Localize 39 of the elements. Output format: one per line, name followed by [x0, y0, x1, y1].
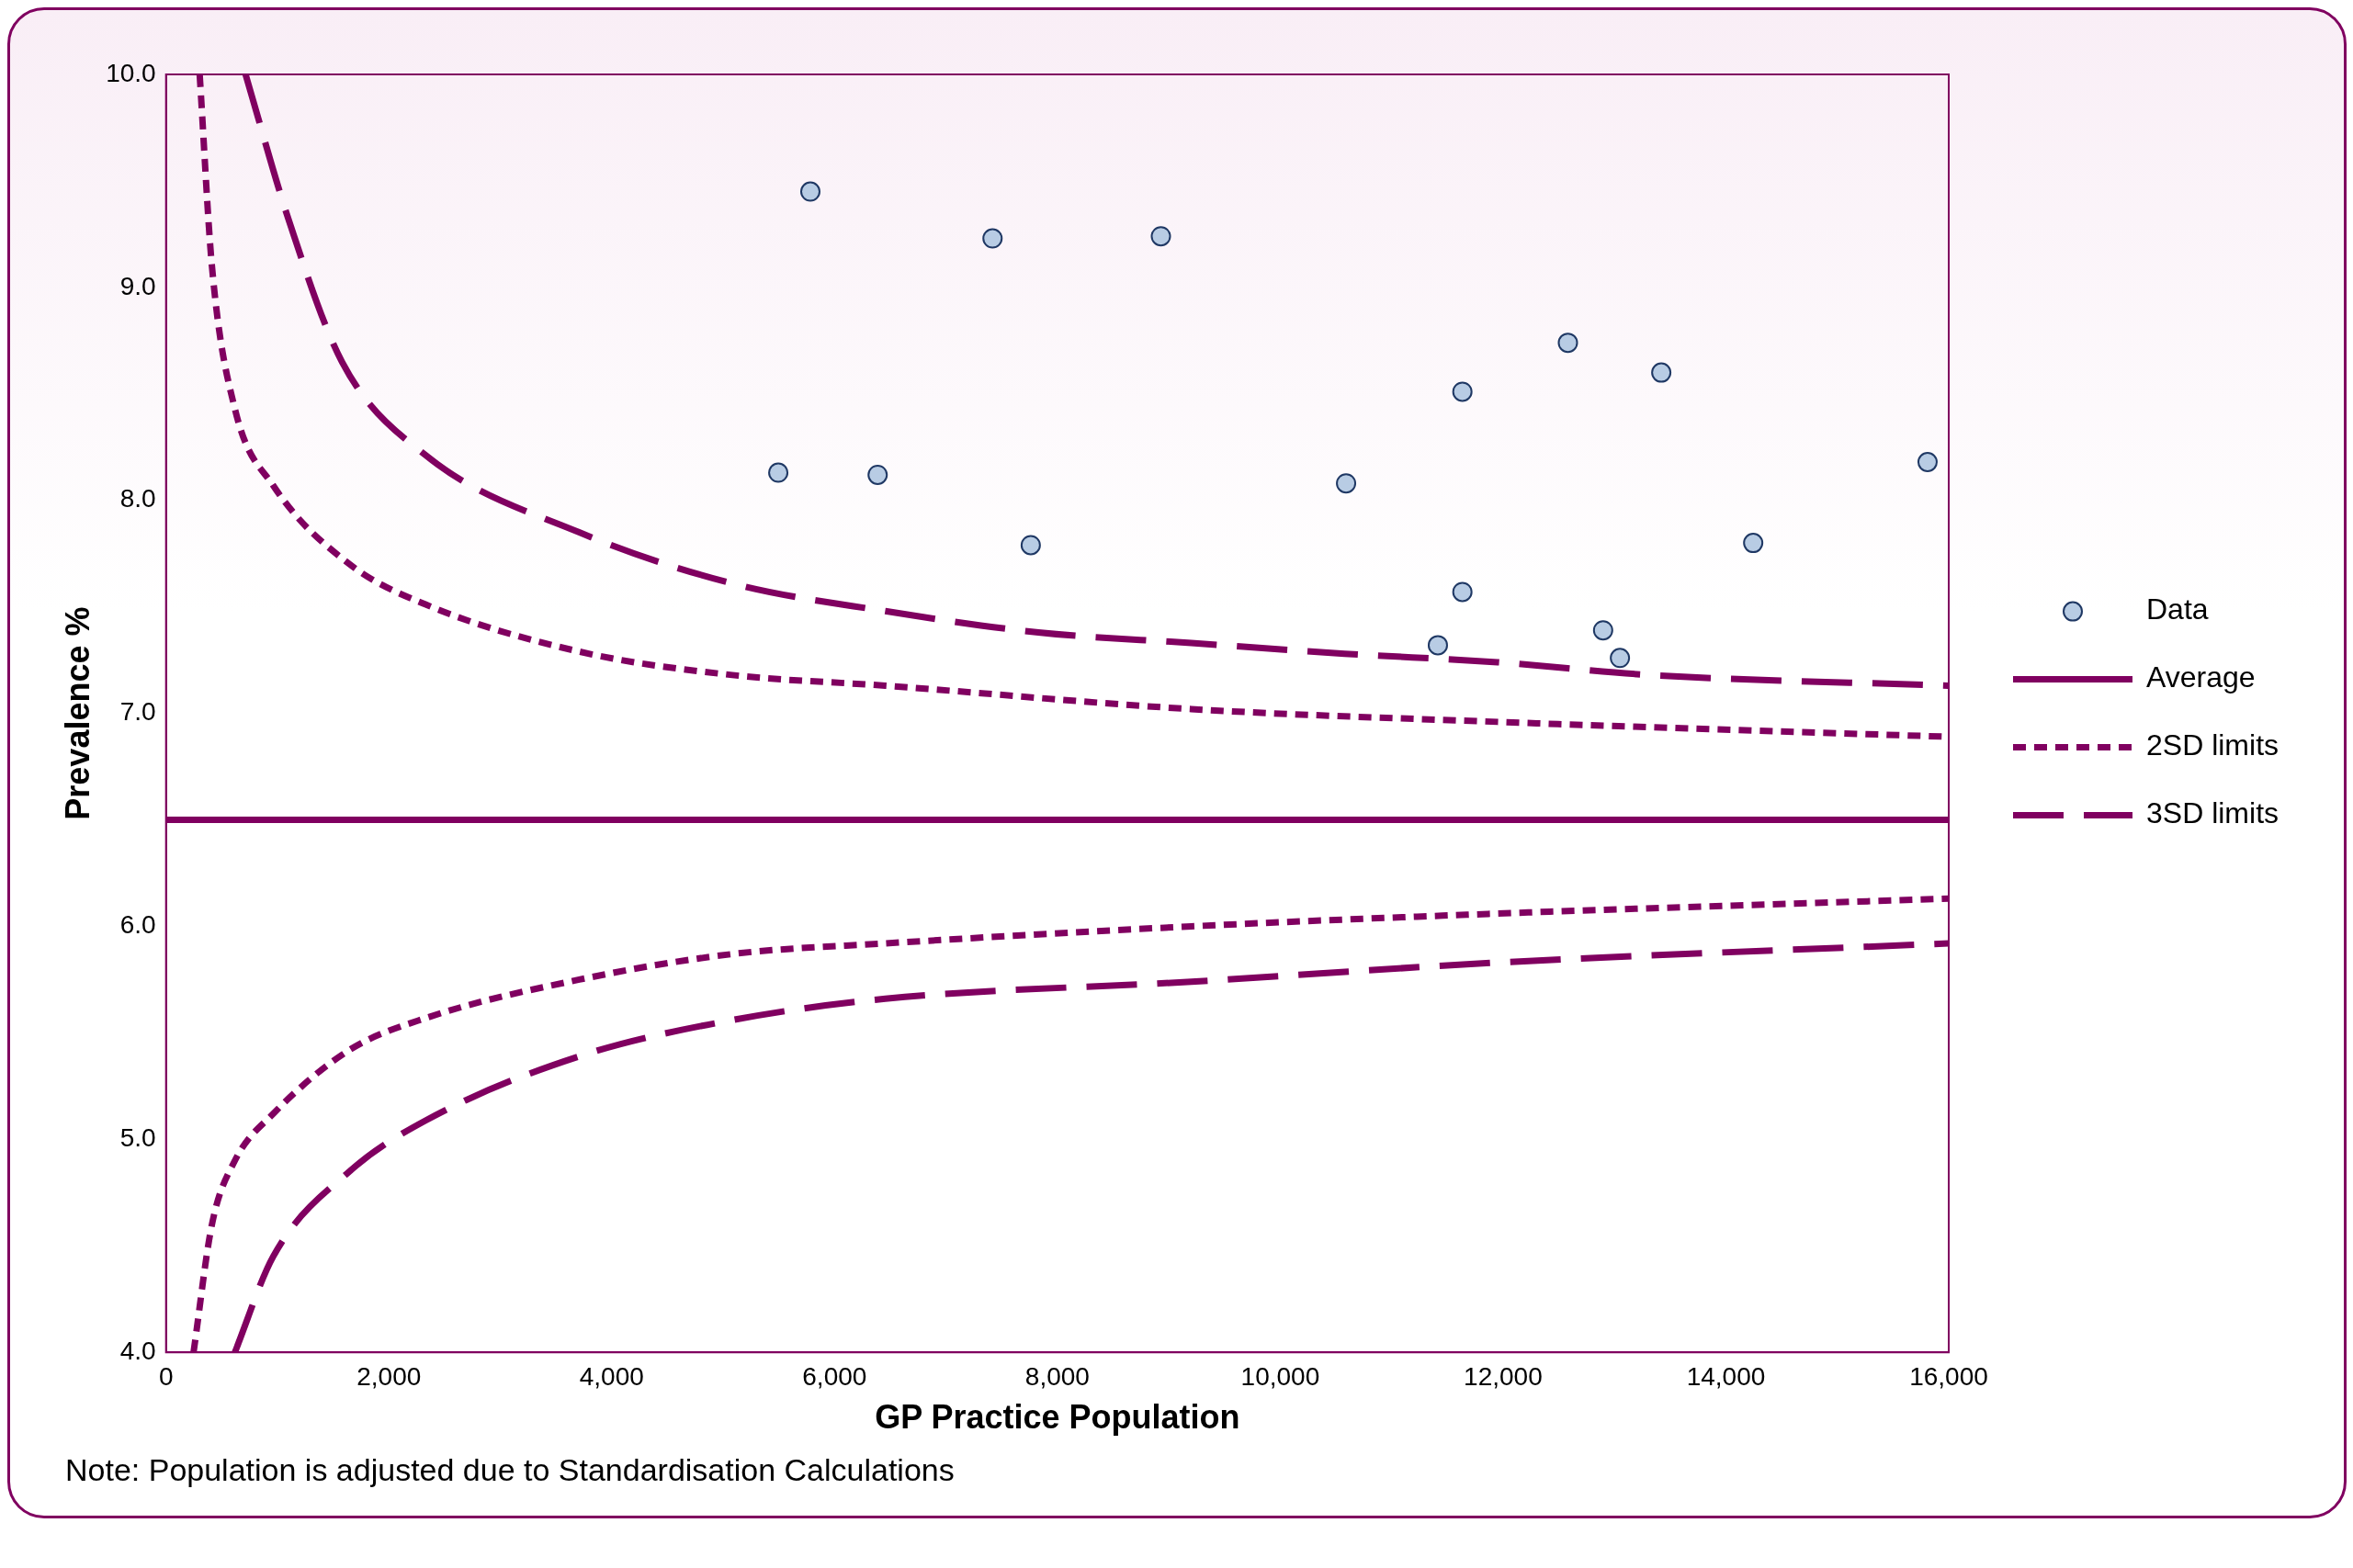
point [982, 228, 1003, 249]
point [867, 464, 888, 485]
x-tick-label: 12,000 [1464, 1361, 1543, 1391]
y-tick-label: 6.0 [119, 910, 156, 940]
point [768, 462, 789, 483]
x-tick-label: 10,000 [1240, 1361, 1320, 1391]
y-tick-label: 8.0 [119, 484, 156, 513]
y-tick-label: 10.0 [106, 58, 156, 87]
legend-label: Average [2146, 660, 2256, 694]
x-tick-label: 0 [158, 1361, 174, 1391]
point [1336, 473, 1357, 494]
point [800, 181, 820, 202]
point [1651, 362, 1672, 383]
x-tick-label: 8,000 [1024, 1361, 1090, 1391]
y-tick-label: 4.0 [119, 1336, 156, 1365]
legend-label: 3SD limits [2146, 796, 2279, 830]
point [1020, 535, 1041, 556]
y-tick-label: 7.0 [119, 697, 156, 727]
legend-label: Data [2146, 592, 2209, 626]
point [1452, 581, 1473, 603]
legend-label: 2SD limits [2146, 728, 2279, 762]
point [1452, 381, 1473, 402]
point [1743, 533, 1764, 554]
y-tick-label: 9.0 [119, 271, 156, 300]
text: Note: Population is adjusted due to Standardisation Calculations [65, 1452, 956, 1488]
y-axis-title: Prevalence % [58, 606, 96, 820]
x-tick-label: 4,000 [579, 1361, 644, 1391]
x-tick-label: 16,000 [1909, 1361, 1988, 1391]
y-tick-label: 5.0 [119, 1123, 156, 1153]
point [1592, 620, 1613, 641]
point [1610, 648, 1631, 669]
x-tick-label: 14,000 [1686, 1361, 1766, 1391]
x-tick-label: 6,000 [802, 1361, 867, 1391]
point [1150, 226, 1171, 247]
x-axis-title: GP Practice Population [875, 1398, 1240, 1437]
point [1917, 452, 1938, 472]
x-tick-label: 2,000 [356, 1361, 422, 1391]
point [1427, 635, 1448, 656]
point [1557, 333, 1578, 354]
